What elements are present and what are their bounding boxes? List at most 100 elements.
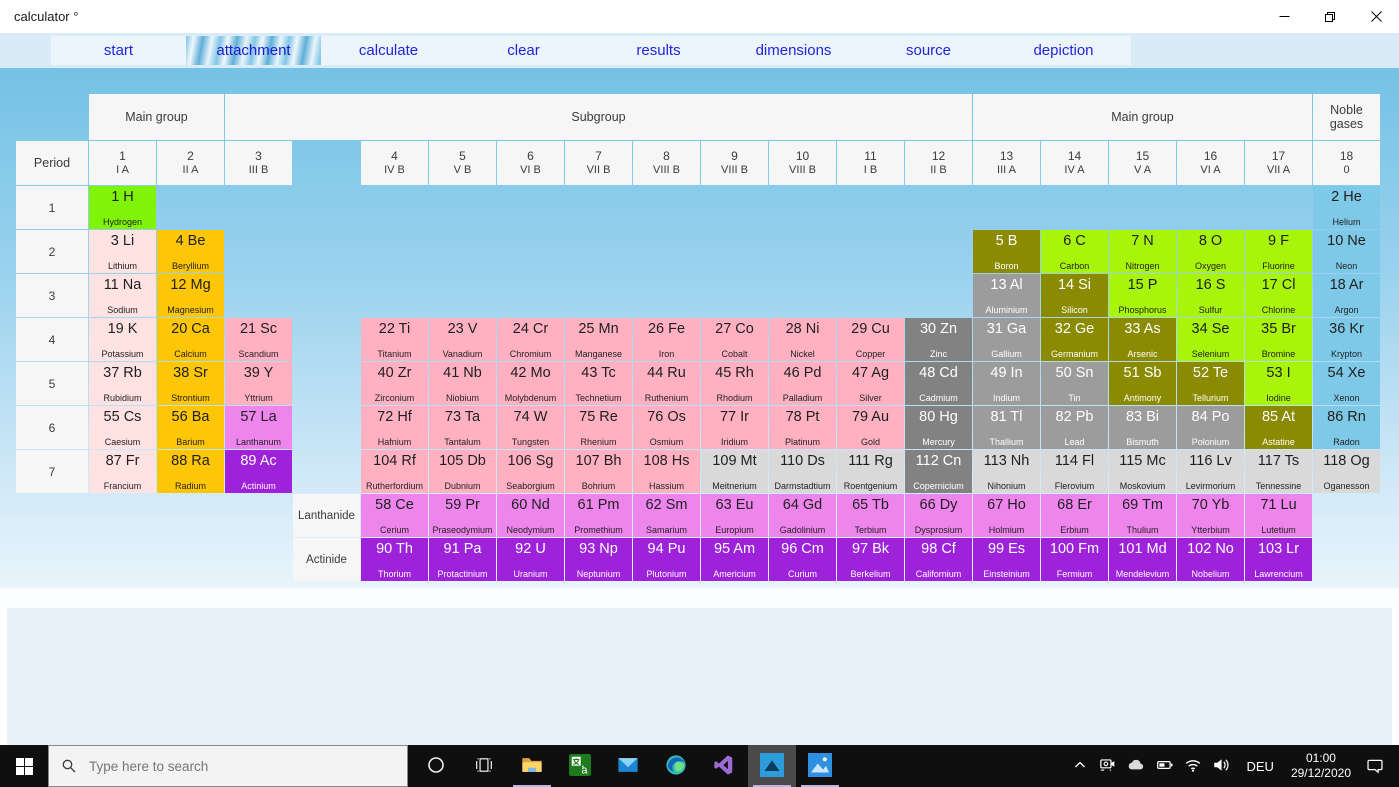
element-Re[interactable]: 75 ReRhenium [565, 406, 632, 449]
start-button[interactable] [0, 745, 48, 787]
element-Rh[interactable]: 45 RhRhodium [701, 362, 768, 405]
element-Tm[interactable]: 69 TmThulium [1109, 494, 1176, 537]
element-Cl[interactable]: 17 ClChlorine [1245, 274, 1312, 317]
element-Cu[interactable]: 29 CuCopper [837, 318, 904, 361]
element-Tl[interactable]: 81 TlThallium [973, 406, 1040, 449]
element-Mc[interactable]: 115 McMoskovium [1109, 450, 1176, 493]
element-Bk[interactable]: 97 BkBerkelium [837, 538, 904, 581]
element-Cm[interactable]: 96 CmCurium [769, 538, 836, 581]
element-Cn[interactable]: 112 CnCopernicium [905, 450, 972, 493]
battery-tray-button[interactable] [1151, 745, 1179, 787]
element-Y[interactable]: 39 YYttrium [225, 362, 292, 405]
element-No[interactable]: 102 NoNobelium [1177, 538, 1244, 581]
element-Rf[interactable]: 104 RfRutherfordium [361, 450, 428, 493]
element-Ne[interactable]: 10 NeNeon [1313, 230, 1380, 273]
element-Sc[interactable]: 21 ScScandium [225, 318, 292, 361]
element-Be[interactable]: 4 BeBeryllium [157, 230, 224, 273]
element-W[interactable]: 74 WTungsten [497, 406, 564, 449]
element-Zr[interactable]: 40 ZrZirconium [361, 362, 428, 405]
element-Bi[interactable]: 83 BiBismuth [1109, 406, 1176, 449]
file-explorer-taskbar-button[interactable] [508, 745, 556, 787]
task-view-taskbar-button[interactable] [460, 745, 508, 787]
element-U[interactable]: 92 UUranium [497, 538, 564, 581]
element-At[interactable]: 85 AtAstatine [1245, 406, 1312, 449]
restore-button[interactable] [1307, 0, 1353, 33]
element-Gd[interactable]: 64 GdGadolinium [769, 494, 836, 537]
element-Ac[interactable]: 89 AcActinium [225, 450, 292, 493]
cortana-taskbar-button[interactable] [412, 745, 460, 787]
element-Tc[interactable]: 43 TcTechnetium [565, 362, 632, 405]
mail-taskbar-button[interactable] [604, 745, 652, 787]
element-Nb[interactable]: 41 NbNiobium [429, 362, 496, 405]
tab-attachment[interactable]: attachment [186, 36, 321, 65]
element-Ir[interactable]: 77 IrIridium [701, 406, 768, 449]
element-Mo[interactable]: 42 MoMolybdenum [497, 362, 564, 405]
element-Rg[interactable]: 111 RgRoentgenium [837, 450, 904, 493]
element-Lu[interactable]: 71 LuLutetium [1245, 494, 1312, 537]
element-Es[interactable]: 99 EsEinsteinium [973, 538, 1040, 581]
element-Ge[interactable]: 32 GeGermanium [1041, 318, 1108, 361]
element-Fr[interactable]: 87 FrFrancium [89, 450, 156, 493]
element-Ds[interactable]: 110 DsDarmstadtium [769, 450, 836, 493]
volume-tray-button[interactable] [1207, 745, 1235, 787]
element-Kr[interactable]: 36 KrKrypton [1313, 318, 1380, 361]
element-Og[interactable]: 118 OgOganesson [1313, 450, 1380, 493]
element-Ce[interactable]: 58 CeCerium [361, 494, 428, 537]
element-K[interactable]: 19 KPotassium [89, 318, 156, 361]
element-Ca[interactable]: 20 CaCalcium [157, 318, 224, 361]
element-Ts[interactable]: 117 TsTennessine [1245, 450, 1312, 493]
element-Sn[interactable]: 50 SnTin [1041, 362, 1108, 405]
onedrive-tray-button[interactable] [1121, 745, 1151, 787]
element-Li[interactable]: 3 LiLithium [89, 230, 156, 273]
element-Pa[interactable]: 91 PaProtactinium [429, 538, 496, 581]
element-Mn[interactable]: 25 MnManganese [565, 318, 632, 361]
minimize-button[interactable] [1261, 0, 1307, 33]
element-Cf[interactable]: 98 CfCalifornium [905, 538, 972, 581]
element-Cr[interactable]: 24 CrChromium [497, 318, 564, 361]
element-Th[interactable]: 90 ThThorium [361, 538, 428, 581]
element-Ra[interactable]: 88 RaRadium [157, 450, 224, 493]
element-C[interactable]: 6 CCarbon [1041, 230, 1108, 273]
element-Dy[interactable]: 66 DyDysprosium [905, 494, 972, 537]
element-Se[interactable]: 34 SeSelenium [1177, 318, 1244, 361]
element-Nd[interactable]: 60 NdNeodymium [497, 494, 564, 537]
element-Mt[interactable]: 109 MtMeitnerium [701, 450, 768, 493]
element-Zn[interactable]: 30 ZnZinc [905, 318, 972, 361]
element-I[interactable]: 53 IIodine [1245, 362, 1312, 405]
element-Md[interactable]: 101 MdMendelevium [1109, 538, 1176, 581]
element-Er[interactable]: 68 ErErbium [1041, 494, 1108, 537]
element-Fm[interactable]: 100 FmFermium [1041, 538, 1108, 581]
element-Lv[interactable]: 116 LvLevirmorium [1177, 450, 1244, 493]
clock[interactable]: 01:00 29/12/2020 [1285, 745, 1357, 787]
element-Ga[interactable]: 31 GaGallium [973, 318, 1040, 361]
element-N[interactable]: 7 NNitrogen [1109, 230, 1176, 273]
element-Pt[interactable]: 78 PtPlatinum [769, 406, 836, 449]
tab-clear[interactable]: clear [456, 36, 591, 65]
element-Np[interactable]: 93 NpNeptunium [565, 538, 632, 581]
element-Fl[interactable]: 114 FlFlerovium [1041, 450, 1108, 493]
element-He[interactable]: 2 HeHelium [1313, 186, 1380, 229]
element-P[interactable]: 15 PPhosphorus [1109, 274, 1176, 317]
translator-taskbar-button[interactable]: a [556, 745, 604, 787]
element-Ru[interactable]: 44 RuRuthenium [633, 362, 700, 405]
element-Al[interactable]: 13 AlAluminium [973, 274, 1040, 317]
element-Yb[interactable]: 70 YbYtterbium [1177, 494, 1244, 537]
element-La[interactable]: 57 LaLanthanum [225, 406, 292, 449]
photos-taskbar-button[interactable] [796, 745, 844, 787]
element-Bh[interactable]: 107 BhBohrium [565, 450, 632, 493]
tab-start[interactable]: start [51, 36, 186, 65]
tab-depiction[interactable]: depiction [996, 36, 1131, 65]
element-Ni[interactable]: 28 NiNickel [769, 318, 836, 361]
tab-calculate[interactable]: calculate [321, 36, 456, 65]
element-Si[interactable]: 14 SiSilicon [1041, 274, 1108, 317]
element-Ag[interactable]: 47 AgSilver [837, 362, 904, 405]
element-Sm[interactable]: 62 SmSamarium [633, 494, 700, 537]
element-Au[interactable]: 79 AuGold [837, 406, 904, 449]
element-Am[interactable]: 95 AmAmericium [701, 538, 768, 581]
element-Ta[interactable]: 73 TaTantalum [429, 406, 496, 449]
element-Po[interactable]: 84 PoPolonium [1177, 406, 1244, 449]
meet-now-tray-button[interactable] [1093, 745, 1121, 787]
element-Te[interactable]: 52 TeTellurium [1177, 362, 1244, 405]
element-F[interactable]: 9 FFluorine [1245, 230, 1312, 273]
action-center-button[interactable] [1361, 745, 1389, 787]
